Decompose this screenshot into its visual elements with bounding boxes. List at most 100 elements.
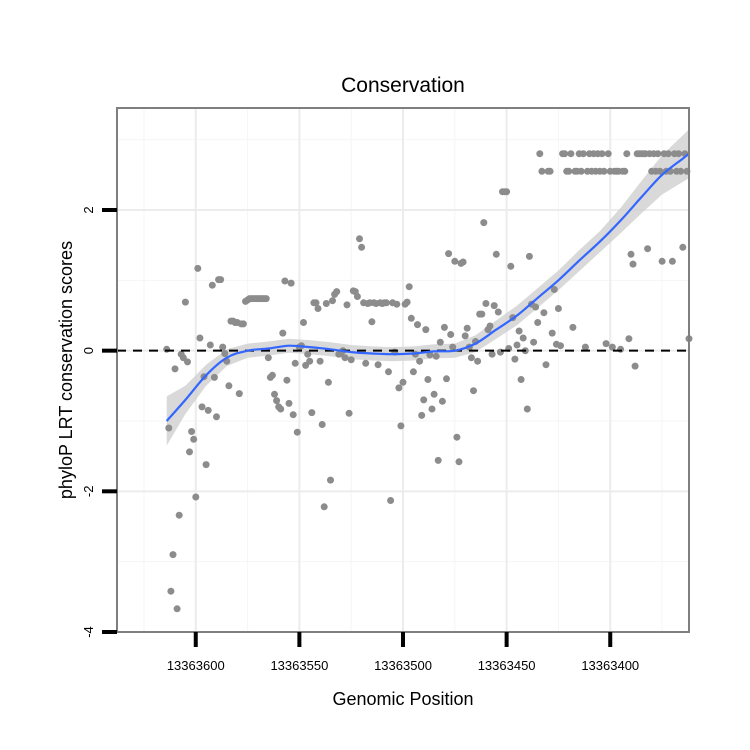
data-point	[300, 319, 307, 326]
data-point	[345, 409, 353, 417]
data-point	[496, 348, 504, 356]
data-point	[399, 378, 407, 386]
data-point	[192, 493, 200, 501]
data-point	[320, 503, 328, 511]
data-point	[668, 257, 676, 265]
data-point	[428, 405, 436, 413]
data-point	[517, 376, 525, 383]
data-point	[329, 297, 336, 305]
data-point	[221, 350, 229, 357]
data-point	[385, 368, 392, 376]
data-point	[306, 357, 314, 365]
data-point	[548, 329, 556, 337]
y-tick-label: -4	[81, 626, 96, 638]
data-point	[407, 314, 415, 322]
data-point	[598, 150, 606, 158]
data-point	[507, 262, 515, 270]
data-point	[422, 326, 430, 334]
data-point	[470, 387, 477, 395]
data-point	[604, 150, 612, 158]
data-point	[511, 355, 519, 363]
data-point	[488, 350, 496, 358]
data-point	[190, 435, 198, 443]
chart-title: Conservation	[341, 74, 465, 97]
data-point	[362, 359, 370, 367]
data-point	[387, 497, 395, 504]
data-point	[287, 279, 295, 287]
data-point	[393, 300, 401, 308]
data-point	[438, 397, 446, 405]
data-point	[443, 375, 450, 383]
x-tick-label: 13363550	[270, 658, 328, 673]
data-point	[184, 358, 191, 366]
data-point	[343, 301, 351, 309]
data-point	[208, 281, 216, 289]
data-point	[318, 421, 326, 428]
data-point	[654, 150, 662, 158]
data-point	[542, 361, 550, 369]
data-point	[333, 288, 341, 296]
y-tick-label: 2	[81, 206, 96, 213]
data-point	[445, 250, 453, 258]
data-point	[658, 257, 666, 265]
data-point	[621, 167, 629, 175]
data-point	[538, 167, 546, 175]
data-point	[600, 167, 608, 175]
data-point	[356, 235, 363, 243]
data-point	[293, 428, 301, 436]
y-axis-title: phyloP LRT conservation scores	[56, 241, 76, 499]
data-point	[314, 305, 322, 312]
data-point	[467, 354, 475, 362]
data-point	[173, 605, 181, 613]
data-point	[169, 551, 177, 559]
data-point	[554, 305, 562, 312]
data-point	[316, 357, 324, 365]
data-point	[581, 343, 589, 351]
data-point	[175, 511, 183, 519]
smooth-fit-layer	[165, 152, 690, 422]
data-point	[181, 298, 189, 306]
data-point	[579, 150, 587, 158]
data-point	[202, 461, 210, 469]
data-points	[163, 150, 693, 613]
data-point	[353, 293, 361, 300]
data-point	[235, 390, 243, 398]
data-point	[679, 243, 687, 251]
data-point	[405, 283, 413, 291]
data-point	[403, 298, 411, 306]
data-point	[608, 343, 616, 351]
data-point	[239, 320, 247, 328]
data-point	[494, 308, 502, 316]
data-point	[627, 250, 635, 258]
data-point	[557, 342, 564, 350]
data-point	[546, 167, 554, 175]
data-point	[482, 300, 490, 307]
data-point	[277, 405, 285, 413]
data-point	[167, 587, 175, 595]
data-point	[675, 150, 683, 158]
data-point	[677, 167, 685, 175]
data-point	[322, 300, 330, 307]
data-point	[525, 252, 533, 260]
data-point	[515, 327, 523, 335]
data-point	[447, 331, 455, 338]
data-point	[279, 329, 287, 337]
data-point	[204, 406, 212, 414]
data-point	[436, 338, 444, 346]
data-point	[374, 361, 382, 369]
data-point	[217, 276, 225, 284]
data-point	[478, 310, 486, 318]
data-point	[196, 334, 204, 342]
data-point	[492, 250, 500, 258]
data-point	[602, 340, 610, 348]
data-point	[474, 357, 482, 365]
data-point	[225, 382, 233, 390]
data-point	[530, 338, 538, 346]
data-point	[664, 150, 672, 158]
data-point	[213, 413, 220, 421]
data-point	[519, 334, 527, 342]
x-tick-label: 13363600	[167, 658, 225, 673]
data-point	[480, 219, 488, 227]
